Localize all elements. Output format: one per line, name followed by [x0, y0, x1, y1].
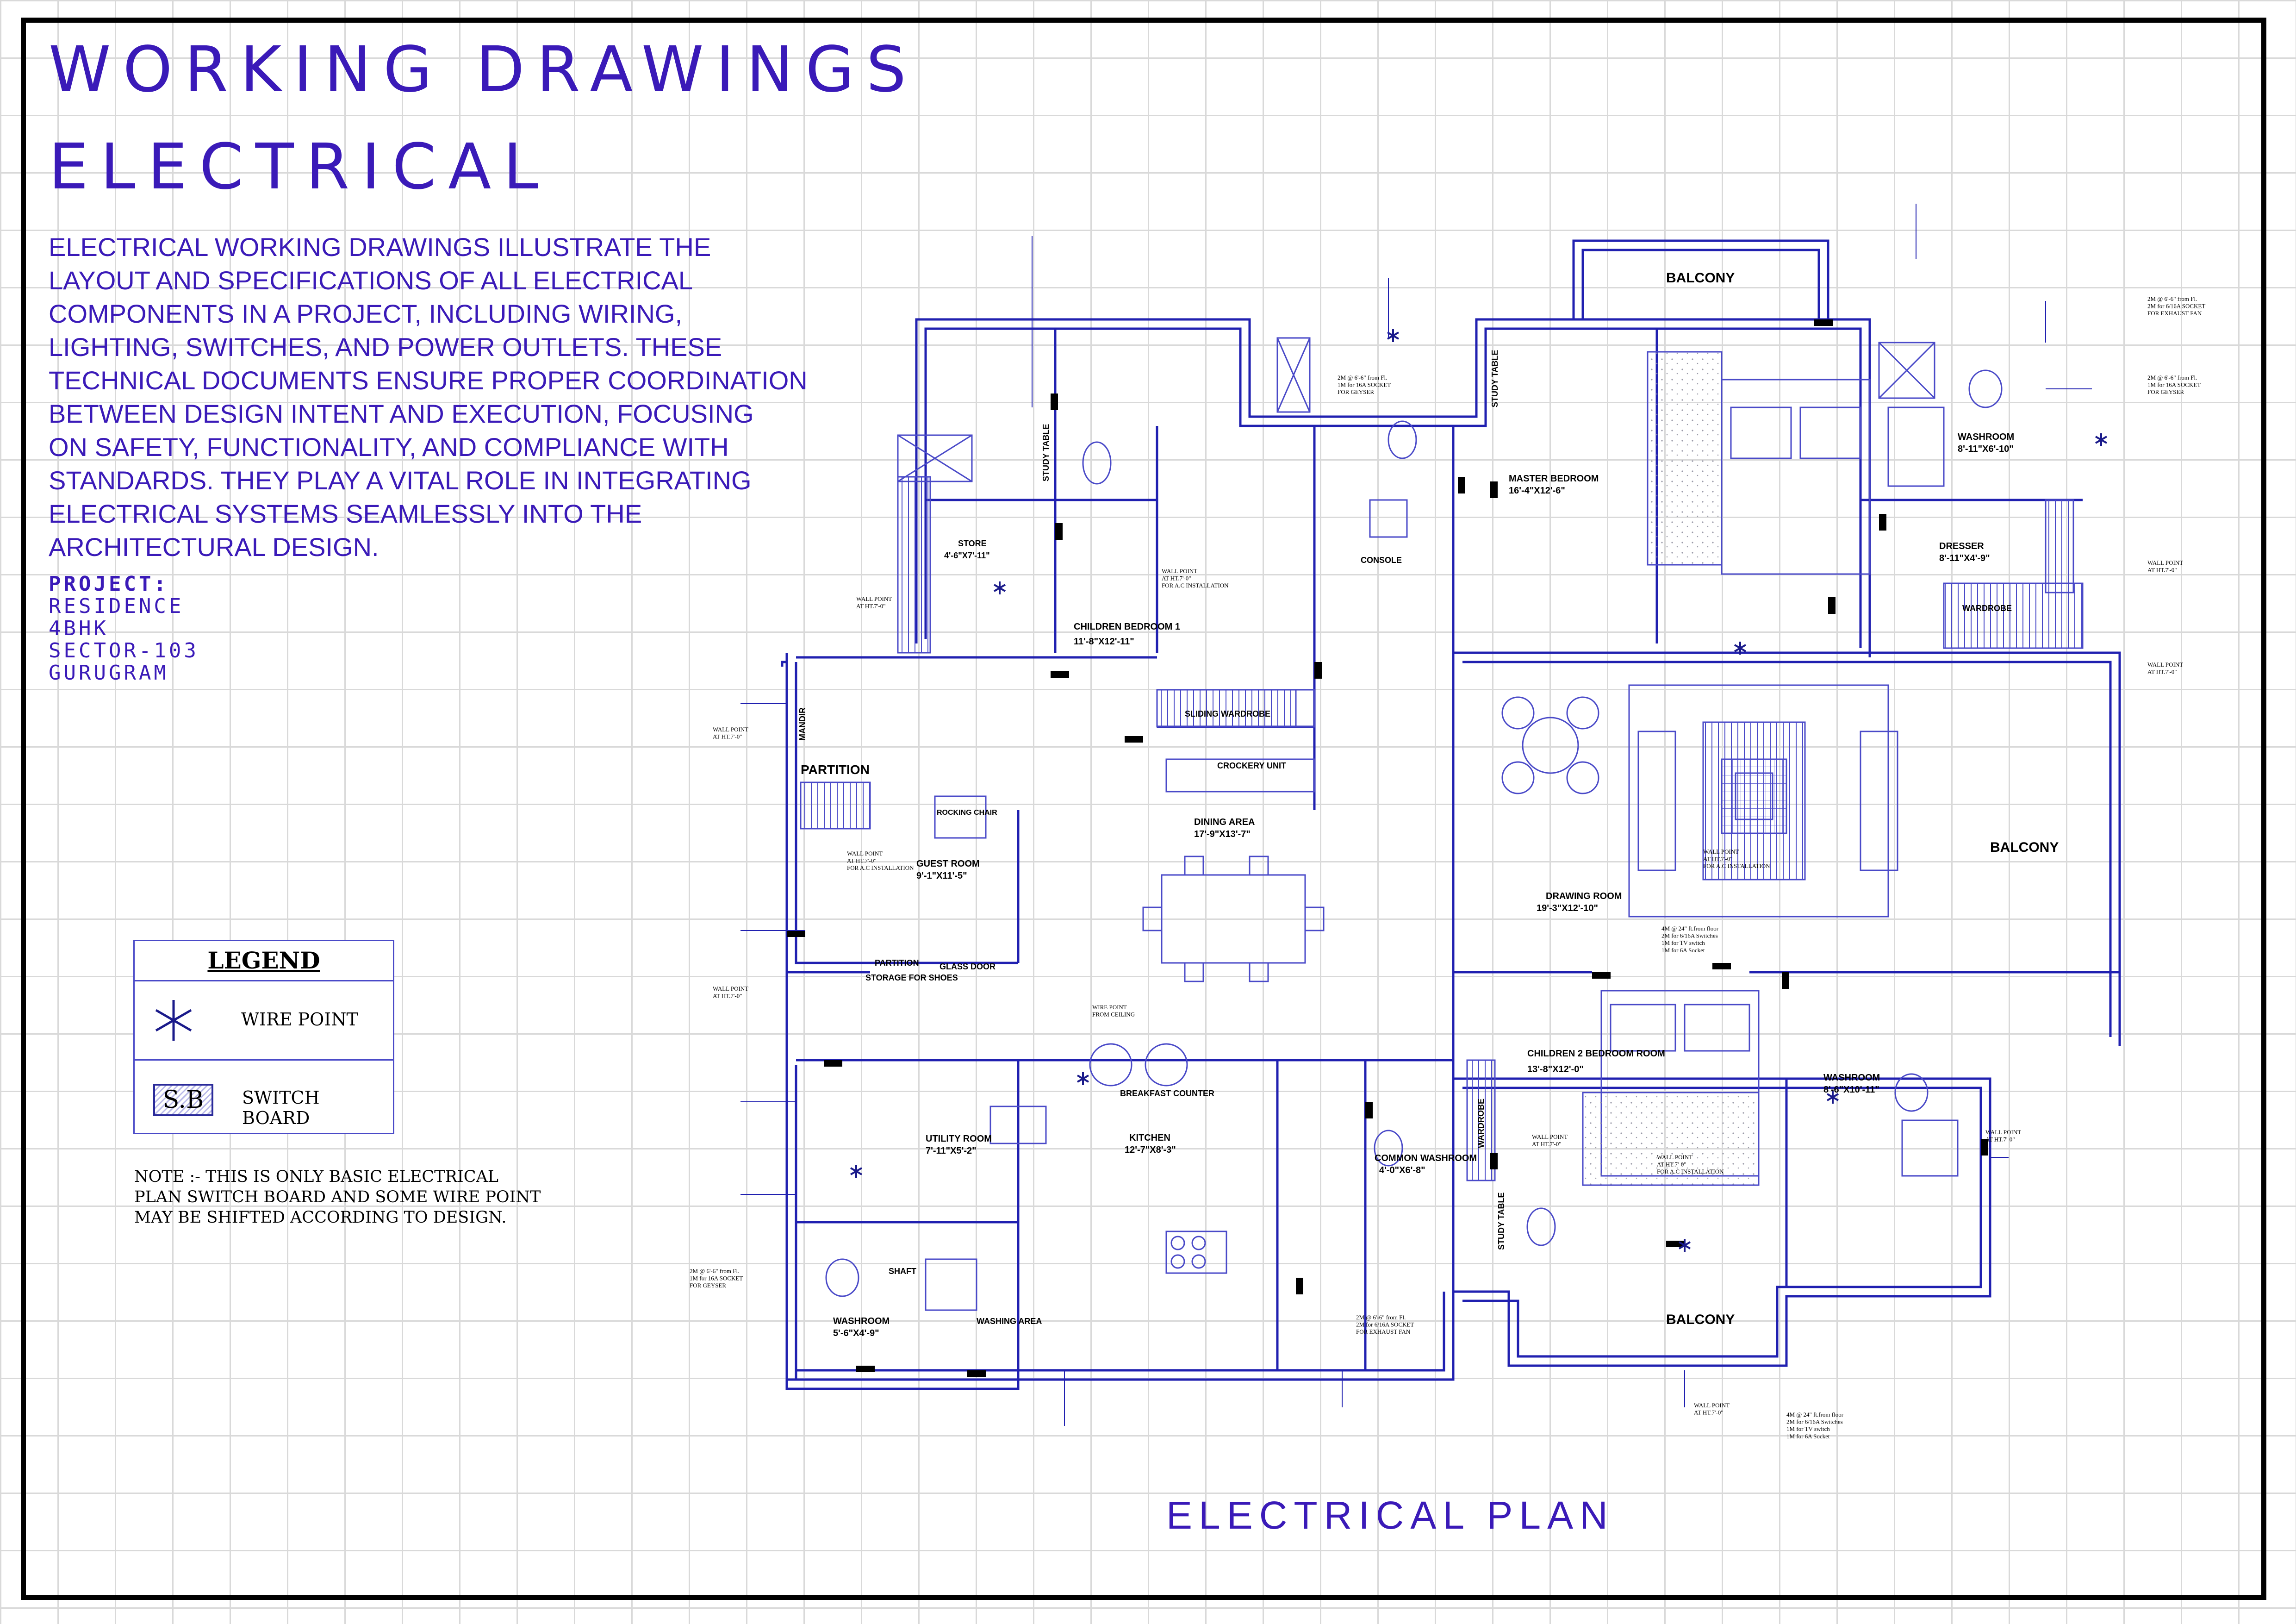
label-washroom-children-2-size: 8'-6"X10'-11" [1823, 1085, 1879, 1095]
project-line: SECTOR-103 [49, 639, 199, 662]
annotation-wall-point-ac: WALL POINT AT HT.7'-0" FOR A.C INSTALLATIO… [1703, 848, 1770, 869]
label-washroom-master: WASHROOM [1958, 432, 2014, 442]
annotation-wall-point: WALL POINT AT HT.7'-0" [1694, 1402, 1730, 1416]
wire-points [850, 329, 2108, 1252]
label-kitchen-size: 12'-7"X8'-3" [1125, 1145, 1176, 1155]
label-guest-room: GUEST ROOM [916, 859, 980, 869]
annotations: WALL POINT AT HT.7'-0" WALL POINT AT HT.7'… [690, 295, 2205, 1440]
label-guest-room-size: 9'-1"X11'-5" [916, 871, 967, 881]
wire-point-icon [155, 1000, 192, 1041]
annotation-wall-point: WALL POINT AT HT.7'-0" [2147, 661, 2183, 675]
label-dresser-size: 8'-11"X4'-9" [1939, 553, 1990, 563]
project-line: 4BHK [49, 617, 109, 640]
label-balcony-right: BALCONY [1990, 840, 2059, 855]
label-dining-area: DINING AREA [1194, 817, 1255, 827]
legend-box: LEGEND WIRE POINT S.B SWITCH BOARD [133, 940, 394, 1134]
label-children-bedroom-2-size: 13'-8"X12'-0" [1527, 1064, 1584, 1074]
annotation-geyser: 2M @ 6'-6" from Fl. 1M for 16A SOCKET FOR … [1338, 374, 1391, 395]
label-wardrobe-children-2: WARDROBE [1476, 1099, 1486, 1148]
title-working-drawings: WORKING DRAWINGS [49, 33, 918, 106]
annotation-exhaust: 2M @ 6'-6" from Fl. 2M for 6/16A SOCKET FO… [1356, 1314, 1414, 1335]
label-washroom-guest-size: 5'-6"X4'-9" [833, 1328, 879, 1338]
label-mandir: MANDIR [798, 707, 807, 741]
label-breakfast-counter: BREAKFAST COUNTER [1120, 1089, 1214, 1098]
annotation-wall-point: WALL POINT AT HT.7'-0" [713, 726, 748, 740]
walls [781, 239, 2121, 1381]
project-info: PROJECT: RESIDENCE 4BHK SECTOR-103 GURUG… [49, 573, 373, 684]
annotation-bed-switch: 4M @ 24" ft.from floor 2M for 6/16A Switc… [1786, 1411, 1844, 1440]
annotation-exhaust: 2M @ 6'-6" from Fl. 2M for 6/16A SOCKET FO… [2147, 295, 2205, 317]
label-children-bedroom-1-size: 11'-8"X12'-11" [1074, 637, 1134, 647]
annotation-wall-point: WALL POINT AT HT.7'-0" [1985, 1129, 2021, 1143]
label-partition-1: PARTITION [801, 762, 870, 777]
label-partition-2: PARTITION [875, 958, 919, 968]
project-line: GURUGRAM [49, 661, 169, 685]
legend-row-wire-point: WIRE POINT [135, 981, 393, 1061]
annotation-wall-point-ac: WALL POINT AT HT.7'-0" FOR A.C INSTALLATIO… [1657, 1154, 1724, 1175]
annotation-wall-point: WALL POINT AT HT.7'-0" [1532, 1133, 1568, 1148]
annotation-geyser: 2M @ 6'-6" from Fl. 1M for 16A SOCKET FOR … [690, 1268, 743, 1289]
label-drawing-room: DRAWING ROOM [1546, 891, 1622, 901]
label-rocking-chair: ROCKING CHAIR [937, 809, 997, 817]
annotation-wall-point-ac: WALL POINT AT HT.7'-0" FOR A.C INSTALLATIO… [1162, 568, 1229, 589]
label-utility-room: UTILITY ROOM [926, 1134, 992, 1144]
label-store: STORE [958, 539, 987, 548]
drawing-sheet-border [21, 18, 2266, 1600]
room-labels: BALCONY BALCONY BALCONY MASTER BEDROOM 1… [801, 270, 2059, 1338]
annotation-bed-switch: 4M @ 24" ft.from floor 2M for 6/16A Switc… [1661, 925, 1719, 954]
label-study-table-3: STUDY TABLE [1497, 1193, 1506, 1250]
label-drawing-room-size: 19'-3"X12'-10" [1537, 903, 1598, 913]
label-children-bedroom-2: CHILDREN 2 BEDROOM ROOM [1527, 1049, 1665, 1059]
label-crockery-unit: CROCKERY UNIT [1217, 761, 1286, 770]
label-common-washroom: COMMON WASHROOM [1375, 1153, 1477, 1163]
label-master-bedroom: MASTER BEDROOM [1509, 474, 1599, 484]
intro-paragraph: ELECTRICAL WORKING DRAWINGS ILLUSTRATE T… [49, 232, 808, 562]
label-balcony-bottom: BALCONY [1666, 1312, 1735, 1327]
legend-switch-board-label: SWITCH BOARD [242, 1087, 320, 1128]
label-balcony-top: BALCONY [1666, 270, 1735, 286]
label-utility-room-size: 7'-11"X5'-2" [926, 1146, 977, 1156]
label-sliding-wardrobe: SLIDING WARDROBE [1185, 709, 1270, 718]
annotation-wall-point: WALL POINT AT HT.7'-0" [2147, 559, 2183, 574]
switch-board-icon: S.B [153, 1084, 213, 1116]
label-washroom-master-size: 8'-11"X6'-10" [1958, 444, 2014, 454]
label-washing-area: WASHING AREA [977, 1317, 1042, 1326]
annotation-geyser: 2M @ 6'-6" from Fl. 1M for 16A SOCKET FOR … [2147, 374, 2201, 395]
title-electrical: ELECTRICAL [49, 131, 551, 204]
label-wardrobe-master: WARDROBE [1962, 604, 2012, 613]
legend-row-switch-board: S.B SWITCH BOARD [135, 1061, 393, 1136]
label-study-table-2: STUDY TABLE [1490, 350, 1500, 407]
annotation-wall-point-ac: WALL POINT AT HT.7'-0" FOR A.C INSTALLATIO… [847, 850, 914, 871]
label-storage-for-shoes: STORAGE FOR SHOES [865, 973, 958, 982]
annotation-wall-point: WALL POINT AT HT.7'-0" [856, 595, 892, 610]
label-children-bedroom-1: CHILDREN BEDROOM 1 [1074, 622, 1180, 632]
label-console: CONSOLE [1361, 556, 1402, 565]
project-label: PROJECT: [49, 572, 169, 596]
annotation-wire-point-ceiling: WIRE POINT FROM CEILING [1092, 1004, 1135, 1018]
label-common-washroom-size: 4'-0"X6'-8" [1379, 1165, 1425, 1175]
label-study-table-1: STUDY TABLE [1041, 424, 1051, 481]
legend-title: LEGEND [135, 941, 393, 981]
label-washroom-children-2: WASHROOM [1823, 1073, 1880, 1083]
label-kitchen: KITCHEN [1129, 1133, 1170, 1143]
label-shaft: SHAFT [889, 1267, 916, 1276]
label-dresser: DRESSER [1939, 541, 1984, 551]
label-store-size: 4'-6"X7'-11" [944, 551, 990, 560]
label-washroom-guest: WASHROOM [833, 1316, 890, 1326]
label-dining-area-size: 17'-9"X13'-7" [1194, 829, 1251, 839]
label-glass-door: GLASS DOOR [940, 962, 996, 971]
electrical-plan-title: ELECTRICAL PLAN [1166, 1493, 1614, 1537]
note-text: NOTE :- THIS IS ONLY BASIC ELECTRICAL PL… [134, 1168, 541, 1227]
annotation-wall-point: WALL POINT AT HT.7'-0" [713, 985, 748, 999]
legend-wire-point-label: WIRE POINT [241, 1009, 358, 1030]
label-master-bedroom-size: 16'-4"X12'-6" [1509, 486, 1565, 496]
project-line: RESIDENCE [49, 594, 184, 618]
